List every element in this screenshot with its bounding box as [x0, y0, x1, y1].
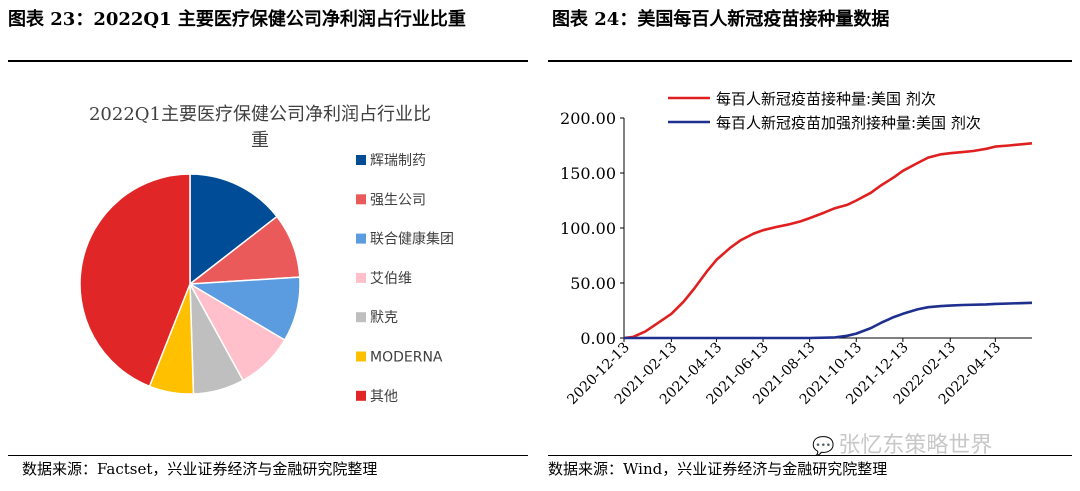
legend-label-3: 艾伯维	[370, 271, 412, 287]
y-tick-label-4: 200.00	[560, 109, 616, 128]
legend-label-4: 默克	[370, 310, 398, 326]
right-source-note: 数据来源：Wind，兴业证券经济与金融研究院整理	[548, 460, 888, 478]
line-chart: 0.0050.00100.00150.00200.002020-12-13202…	[560, 90, 1033, 408]
series-line-1	[624, 301, 1033, 340]
wechat-icon: 💬	[812, 436, 835, 457]
legend-swatch-5	[356, 351, 366, 362]
legend-swatch-3	[356, 272, 366, 283]
legend-label-5: MODERNA	[370, 350, 443, 366]
legend-label-6: 其他	[370, 389, 398, 405]
watermark: 💬 张忆东策略世界	[812, 427, 992, 459]
legend-swatch-4	[356, 312, 366, 323]
legend-label-1: 强生公司	[370, 192, 426, 208]
pie-slice-6	[79, 173, 191, 388]
left-source-note: 数据来源：Factset，兴业证券经济与金融研究院整理	[22, 460, 378, 478]
legend-label-0: 辉瑞制药	[370, 153, 426, 169]
right-chart-title: 图表 24：美国每百人新冠疫苗接种量数据	[552, 9, 890, 30]
pie-title: 2022Q1主要医疗保健公司净利润占行业比重	[89, 104, 431, 151]
line-legend-label-0: 每百人新冠疫苗接种量:美国 剂次	[716, 90, 936, 108]
pie-chart: 2022Q1主要医疗保健公司净利润占行业比重辉瑞制药强生公司联合健康集团艾伯维默…	[79, 104, 454, 405]
left-footer-rule	[8, 455, 528, 456]
y-tick-label-3: 150.00	[560, 164, 616, 183]
series-line-0	[623, 142, 1033, 340]
legend-swatch-1	[356, 194, 366, 205]
legend-swatch-0	[356, 155, 366, 165]
right-footer-rule	[548, 455, 1072, 456]
y-tick-label-1: 50.00	[570, 274, 616, 293]
legend-swatch-6	[356, 390, 366, 401]
y-tick-label-2: 100.00	[560, 219, 616, 238]
legend-swatch-2	[356, 233, 366, 244]
left-title-rule	[8, 60, 528, 62]
watermark-text: 张忆东策略世界	[838, 433, 993, 458]
pie-slice-0	[189, 173, 278, 286]
left-chart-title: 图表 23：2022Q1 主要医疗保健公司净利润占行业比重	[8, 9, 466, 30]
y-tick-label-0: 0.00	[580, 329, 616, 348]
legend-label-2: 联合健康集团	[370, 231, 454, 248]
right-title-rule	[548, 60, 1072, 62]
line-legend-label-1: 每百人新冠疫苗加强剂接种量:美国 剂次	[716, 114, 981, 132]
